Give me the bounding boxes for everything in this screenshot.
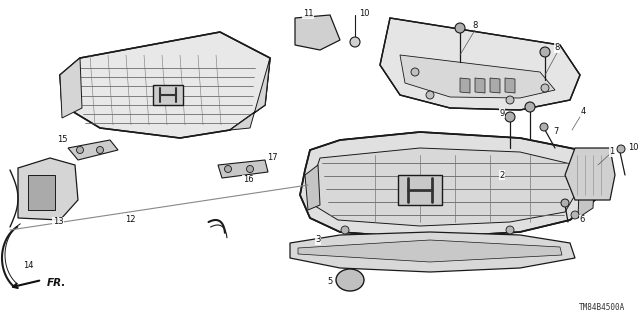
Polygon shape [490,78,500,93]
Circle shape [350,37,360,47]
Text: 5: 5 [328,278,333,286]
Polygon shape [565,148,615,200]
Circle shape [617,145,625,153]
Text: 16: 16 [243,175,253,184]
Polygon shape [230,58,270,130]
Text: 13: 13 [52,218,63,226]
Polygon shape [380,18,580,110]
Text: TM84B4500A: TM84B4500A [579,303,625,312]
Circle shape [540,47,550,57]
Circle shape [426,91,434,99]
Polygon shape [153,85,183,105]
Polygon shape [505,78,515,93]
Circle shape [541,84,549,92]
Circle shape [225,166,232,173]
Polygon shape [305,165,320,210]
Circle shape [77,146,83,153]
Text: 9: 9 [499,108,504,117]
Polygon shape [460,78,470,93]
Polygon shape [400,55,555,98]
Circle shape [561,199,569,207]
Text: 1: 1 [609,147,614,157]
Text: 10: 10 [359,10,369,19]
Text: 10: 10 [628,144,638,152]
Text: 7: 7 [554,128,559,137]
Circle shape [525,102,535,112]
Polygon shape [300,132,595,238]
Polygon shape [290,232,575,272]
Circle shape [97,146,104,153]
Text: 4: 4 [580,108,586,116]
Polygon shape [398,175,442,205]
Circle shape [540,123,548,131]
Text: 17: 17 [267,153,277,162]
Text: 2: 2 [499,170,504,180]
Polygon shape [60,58,82,118]
Text: 12: 12 [125,216,135,225]
Text: 8: 8 [554,43,560,53]
Text: 11: 11 [303,10,313,19]
Circle shape [506,226,514,234]
Circle shape [411,68,419,76]
Polygon shape [28,175,55,210]
Text: 14: 14 [23,261,33,270]
Polygon shape [218,160,268,178]
Polygon shape [68,140,118,160]
Circle shape [505,112,515,122]
Circle shape [506,96,514,104]
Text: 6: 6 [579,216,585,225]
Text: 15: 15 [57,136,67,145]
Circle shape [571,211,579,219]
Circle shape [246,166,253,173]
Polygon shape [60,32,270,138]
Circle shape [455,23,465,33]
Text: FR.: FR. [47,278,67,288]
Circle shape [341,226,349,234]
Text: 8: 8 [472,20,477,29]
Polygon shape [312,148,578,226]
Ellipse shape [336,269,364,291]
Text: 3: 3 [316,235,321,244]
Polygon shape [578,165,595,218]
Polygon shape [298,240,562,262]
Polygon shape [18,158,78,220]
Polygon shape [295,15,340,50]
Polygon shape [475,78,485,93]
